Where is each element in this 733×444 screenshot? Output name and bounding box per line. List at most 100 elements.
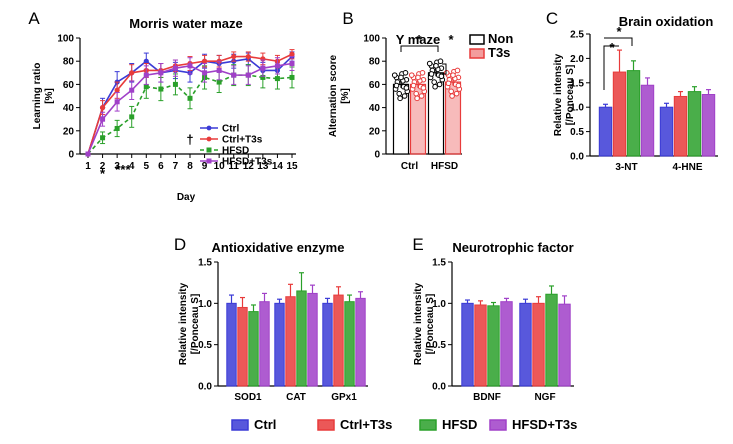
panel-c-y-tick-label: 2.0 — [570, 54, 584, 65]
legend-label-Ctrl: Ctrl — [222, 124, 239, 135]
panel-b-ylabel-line: [%] — [340, 88, 351, 104]
bar-4-HNE-HFSD+T3s — [701, 94, 716, 157]
data-point-Non — [431, 79, 438, 85]
data-point-HFSD — [260, 74, 266, 80]
bar-NGF-Ctrl — [519, 302, 532, 387]
data-point-T3s — [418, 93, 425, 99]
panel-c-title: Brain oxidation — [619, 14, 714, 29]
legend-swatch-HFSD — [419, 419, 437, 431]
data-point-HFSD — [129, 114, 135, 120]
bar-BDNF-HFSD+T3s — [500, 301, 513, 387]
data-point-HFSD — [114, 125, 120, 131]
bar-CAT-HFSD — [296, 290, 307, 387]
data-point-HFSD+T3s — [114, 99, 120, 105]
data-point-Non — [401, 93, 408, 99]
panel-c-y-tick-label: 1.0 — [570, 103, 584, 114]
data-point-Ctrl+T3s — [99, 105, 106, 111]
panel-a-x-tick-label: 7 — [173, 161, 179, 172]
legend-label-Ctrl+T3s: Ctrl+T3s — [340, 417, 392, 432]
data-point-Non — [426, 60, 433, 67]
data-point-T3s — [445, 80, 452, 87]
data-point-Non — [437, 58, 444, 65]
legend-marker — [206, 136, 212, 142]
data-point-Non — [398, 74, 404, 81]
panel-a-x-tick-label: 12 — [243, 161, 255, 172]
legend-swatch-Non — [469, 34, 485, 45]
panel-letter-c: C — [546, 9, 558, 28]
bar-GPx1-HFSD+T3s — [355, 297, 366, 387]
bar-4-HNE-Ctrl — [659, 106, 674, 157]
panel-letter-e: E — [412, 235, 423, 254]
panel-a-y-tick-label: 20 — [63, 126, 75, 137]
sig-marker: * — [100, 166, 106, 181]
data-point-HFSD — [100, 135, 106, 141]
bar-BDNF-Ctrl+T3s — [474, 304, 487, 387]
panel-a-y-tick-label: 60 — [63, 80, 75, 91]
bar-NGF-HFSD+T3s — [558, 303, 571, 387]
panel-a-x-tick-label: 14 — [272, 161, 284, 172]
sig-marker: *** — [115, 162, 131, 177]
legend-label-HFSD+T3s: HFSD+T3s — [222, 157, 273, 168]
legend-label-Non: Non — [488, 31, 513, 46]
panel-d-y-tick-label: 0.0 — [198, 382, 212, 393]
panel-d-ylabel-line: Relative intensity — [178, 282, 189, 365]
legend-label-Ctrl+T3s: Ctrl+T3s — [222, 135, 263, 146]
data-point-Non — [402, 70, 409, 76]
legend-label-HFSD+T3s: HFSD+T3s — [512, 417, 577, 432]
panel-c-ylabel-line: Relative intensity — [553, 53, 564, 136]
panel-b-ylabel: Alternation score [%] — [328, 54, 351, 137]
panel-d-y-tick-label: 0.5 — [198, 340, 212, 351]
bar-CAT-HFSD+T3s — [307, 292, 318, 387]
bar-4-HNE-Ctrl+T3s — [673, 95, 688, 157]
panel-a-x-tick-label: 13 — [257, 161, 269, 172]
data-point-HFSD+T3s — [202, 70, 208, 76]
panel-c-y-tick-label: 0.5 — [570, 127, 584, 138]
data-point-Non — [428, 71, 435, 77]
data-point-T3s — [414, 95, 420, 102]
sig-bracket — [603, 45, 619, 90]
bar-3-NT-HFSD — [626, 70, 641, 157]
bar-4-HNE-HFSD — [687, 91, 702, 157]
legend-swatch-HFSD+T3s — [489, 419, 507, 431]
legend-marker — [206, 147, 212, 153]
data-point-T3s — [454, 67, 461, 74]
data-point-Non — [433, 63, 439, 69]
panel-letter-d: D — [174, 235, 186, 254]
panel-c-y-tick-label: 0.0 — [570, 152, 584, 163]
sig-marker: * — [416, 32, 422, 47]
category-label-GPx1: GPx1 — [331, 392, 357, 403]
panel-e-y-tick-label: 0.0 — [432, 382, 446, 393]
sig-marker: * — [616, 24, 622, 39]
panel-a-x-tick-label: 1 — [85, 161, 91, 172]
data-point-Ctrl+T3s — [231, 53, 237, 60]
data-point-HFSD+T3s — [143, 72, 149, 78]
sig-bracket — [442, 63, 447, 75]
legend-swatch-Ctrl — [231, 419, 249, 431]
legend-label-Ctrl: Ctrl — [254, 417, 276, 432]
panel-a-x-tick-label: 4 — [129, 161, 135, 172]
data-point-HFSD+T3s — [274, 63, 280, 69]
bar-GPx1-HFSD — [344, 301, 355, 387]
data-point-T3s — [448, 88, 455, 95]
panel-a-y-tick-label: 80 — [63, 57, 75, 68]
data-point-Ctrl — [143, 58, 149, 64]
data-point-HFSD — [172, 81, 178, 87]
panel-a-x-tick-label: 11 — [228, 161, 239, 172]
legend-swatch-T3s — [469, 48, 485, 59]
legend-marker — [206, 158, 212, 164]
data-point-HFSD+T3s — [85, 151, 91, 157]
data-point-Ctrl+T3s — [129, 70, 135, 76]
panel-d-title: Antioxidative enzyme — [212, 240, 345, 255]
panel-d-y-tick-label: 1.0 — [198, 299, 212, 310]
sig-marker: † — [186, 132, 193, 147]
panel-a-x-tick-label: 15 — [286, 161, 298, 172]
category-label-NGF: NGF — [534, 392, 555, 403]
panel-a-y-tick-label: 40 — [63, 103, 75, 114]
bar-CAT-Ctrl+T3s — [285, 296, 296, 387]
panel-a-title: Morris water maze — [129, 16, 242, 31]
panel-a-x-tick-label: 5 — [144, 161, 150, 172]
panel-b-y-tick-label: 20 — [369, 126, 381, 137]
data-point-HFSD+T3s — [245, 72, 251, 78]
data-point-Ctrl+T3s — [245, 53, 251, 60]
